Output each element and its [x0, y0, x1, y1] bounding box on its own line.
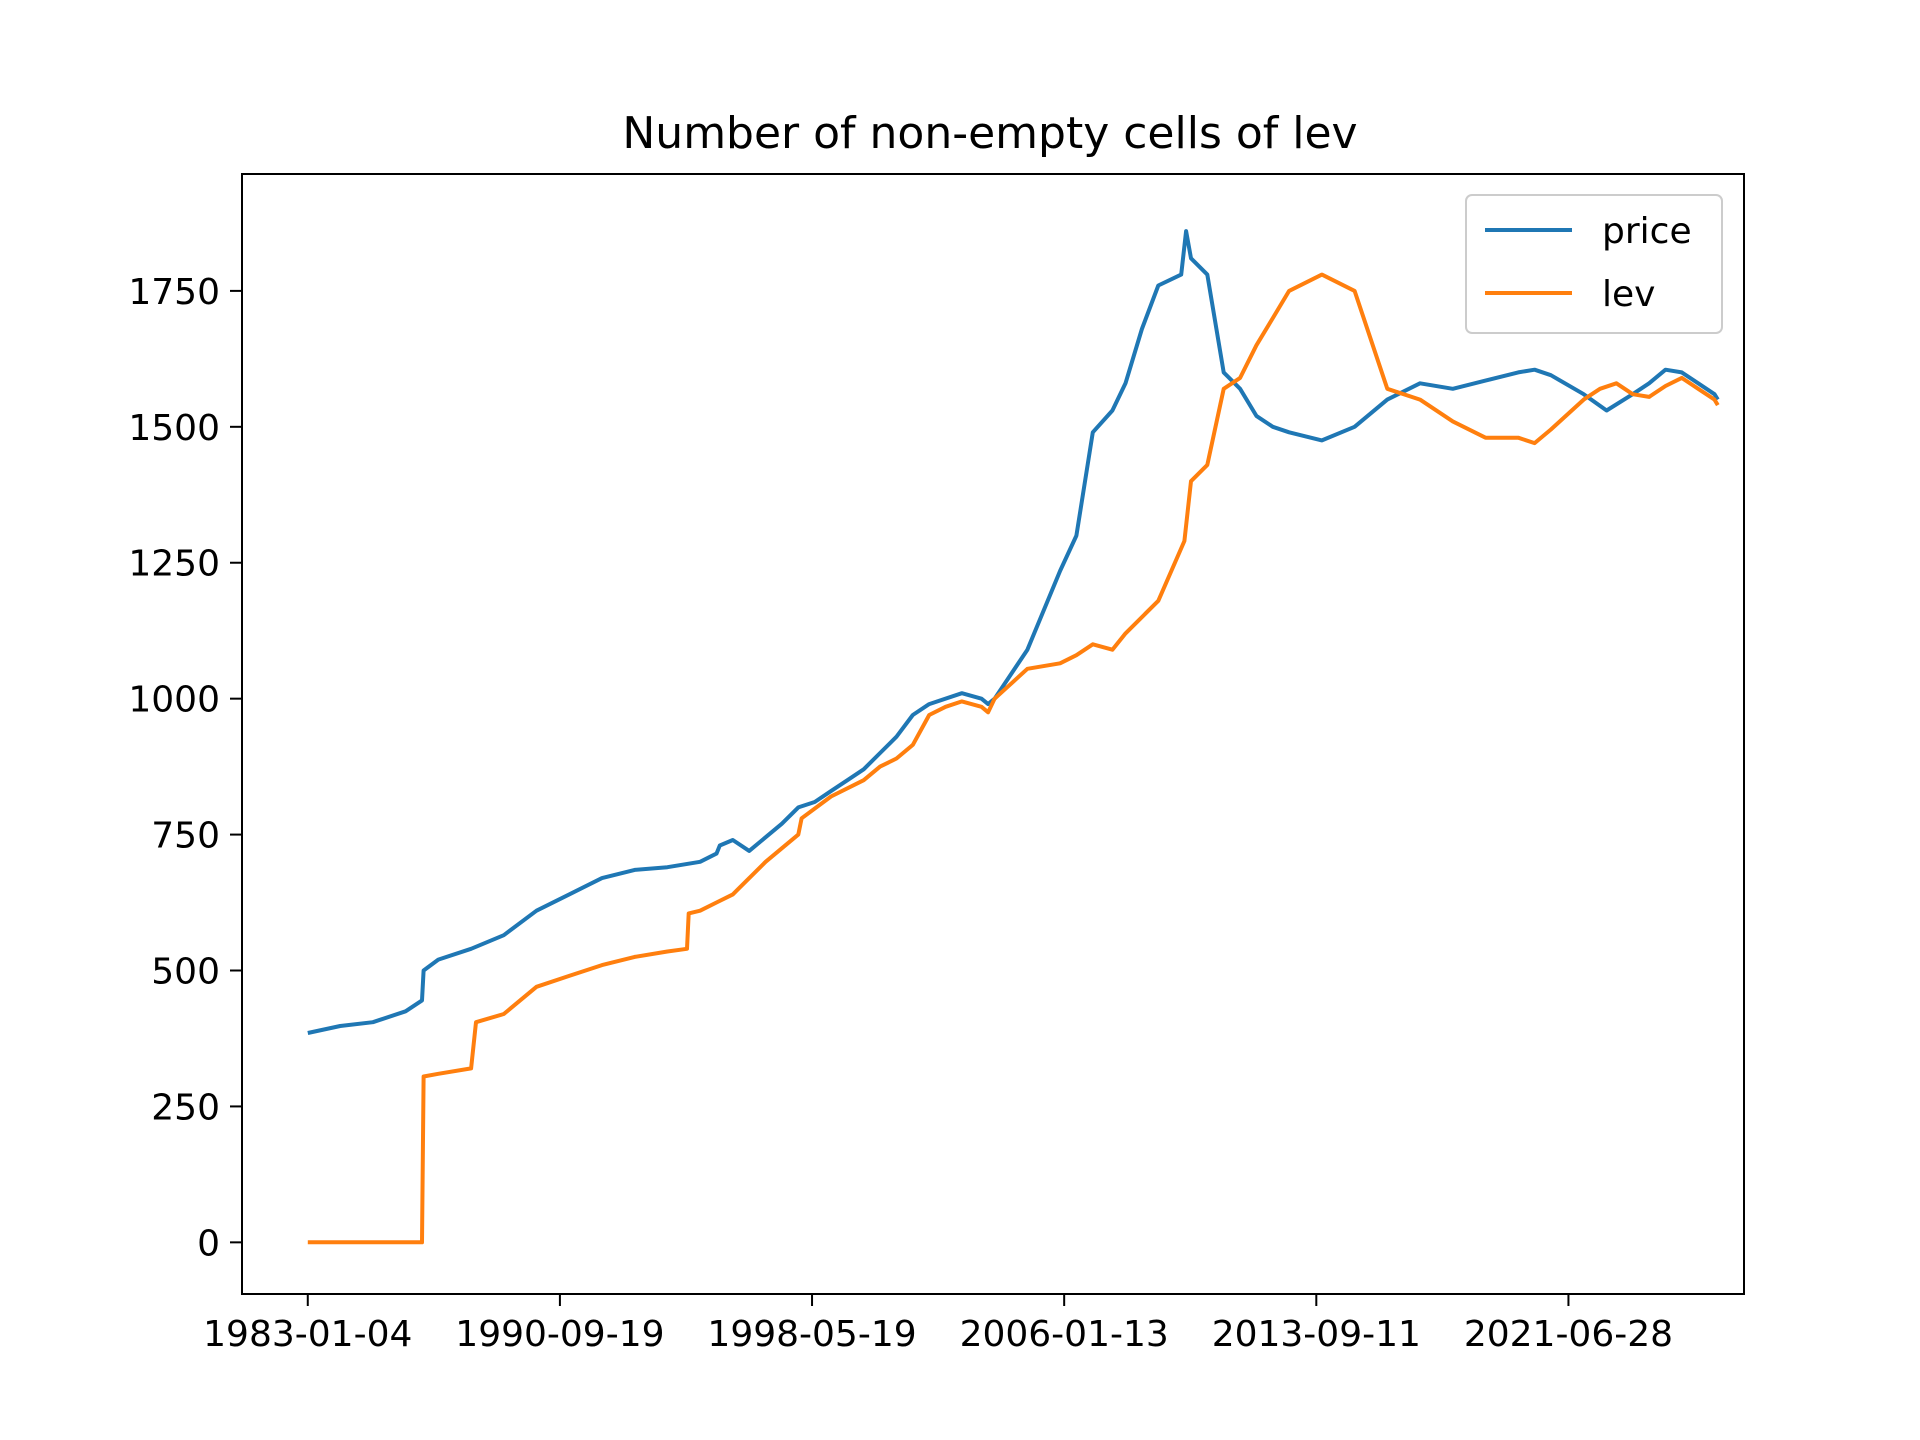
- x-tick-label: 1990-09-19: [455, 1314, 664, 1355]
- y-tick-label: 1000: [128, 680, 220, 721]
- x-tick-label: 1983-01-04: [203, 1314, 412, 1355]
- y-tick-label: 500: [151, 952, 220, 993]
- series-line-lev: [307, 272, 1720, 1245]
- y-tick-label: 1750: [128, 272, 220, 313]
- x-axis: 1983-01-04 1990-09-19 1998-05-19 2006-01-13…: [203, 1294, 1673, 1355]
- y-tick-label: 1250: [128, 544, 220, 585]
- legend-label-lev: lev: [1602, 274, 1655, 315]
- y-tick-label: 0: [197, 1223, 220, 1264]
- series-layer: [307, 229, 1720, 1245]
- x-tick-label: 2013-09-11: [1212, 1314, 1421, 1355]
- x-tick-label: 2021-06-28: [1464, 1314, 1673, 1355]
- plot-frame: [241, 173, 1745, 1295]
- legend-label-price: price: [1602, 211, 1692, 252]
- x-tick-label: 1998-05-19: [707, 1314, 916, 1355]
- legend: price lev: [1465, 194, 1723, 334]
- y-tick-label: 250: [151, 1087, 220, 1128]
- y-tick-label: 750: [151, 816, 220, 857]
- x-tick-label: 2006-01-13: [960, 1314, 1169, 1355]
- series-line-price: [307, 229, 1720, 1035]
- chart-title: Number of non-empty cells of lev: [622, 108, 1357, 159]
- y-tick-label: 1500: [128, 408, 220, 449]
- y-axis: 0 250 500 750 1000 1250 1500 1750: [128, 272, 242, 1264]
